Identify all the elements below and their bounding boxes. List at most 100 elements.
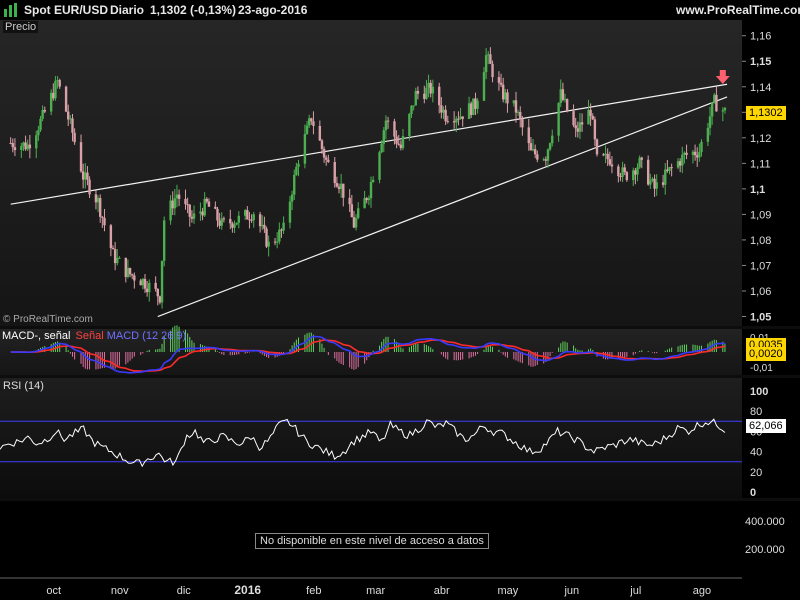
candle-body — [565, 99, 569, 112]
candle-body — [529, 143, 533, 151]
candle-body — [273, 241, 277, 243]
candle-body — [491, 63, 494, 78]
candle-body — [278, 229, 281, 242]
candle-body — [713, 94, 716, 103]
candle-body — [177, 194, 181, 199]
candle-body — [186, 204, 189, 206]
candle-body — [342, 183, 345, 198]
candle-body — [580, 122, 584, 125]
candle-body — [670, 167, 673, 169]
candle-body — [482, 72, 486, 101]
candle-body — [476, 100, 479, 109]
candle-body — [519, 111, 522, 120]
rsi-panel[interactable] — [0, 378, 742, 498]
channel-upper-line[interactable] — [10, 83, 728, 205]
candle-body — [397, 143, 400, 145]
candle-body — [261, 224, 264, 227]
candle-body — [190, 216, 194, 219]
macd-signal-line[interactable] — [10, 339, 726, 373]
chart-header: Spot EUR/USD Diario 1,1302 (-0,13%) 23-a… — [0, 0, 800, 20]
candle-body — [69, 118, 72, 120]
candle-body — [589, 109, 592, 116]
rsi-panel-label: RSI (14) — [3, 380, 44, 392]
panel-divider[interactable] — [0, 498, 800, 501]
rsi-axis-tick: 100 — [750, 386, 768, 398]
rsi-axis-tick: 40 — [750, 447, 762, 459]
panel-divider[interactable] — [0, 375, 800, 378]
price-axis-tick: 1,16 — [750, 31, 771, 43]
candle-body — [621, 167, 624, 177]
candle-body — [175, 194, 179, 199]
time-axis-tick: oct — [46, 585, 61, 597]
candle-body — [497, 77, 501, 83]
candle-body — [267, 241, 270, 247]
candle-body — [173, 198, 177, 209]
candle-body — [632, 170, 635, 181]
price-panel-label: Precio — [3, 21, 39, 33]
candle-body — [591, 115, 594, 120]
panel-divider[interactable] — [0, 326, 800, 329]
candle-body — [595, 139, 599, 155]
candle-body — [685, 152, 688, 155]
candle-body — [133, 275, 136, 281]
candle-body — [86, 172, 89, 180]
candle-body — [154, 282, 157, 289]
candle-body — [337, 186, 341, 189]
candle-body — [327, 159, 330, 162]
candle-body — [350, 204, 354, 218]
candle-body — [84, 172, 87, 180]
candle-body — [710, 102, 714, 117]
time-axis[interactable] — [0, 578, 742, 600]
site-link[interactable]: www.ProRealTime.com — [676, 3, 800, 17]
channel-lower-line[interactable] — [157, 96, 728, 318]
candle-body — [506, 92, 509, 104]
candle-body — [58, 80, 61, 87]
candle-body — [295, 166, 298, 175]
candle-body — [698, 152, 701, 158]
candle-body — [533, 149, 537, 155]
time-axis-tick: dic — [177, 585, 192, 597]
time-axis-tick: 2016 — [234, 583, 261, 597]
time-axis-tick: feb — [306, 585, 321, 597]
candle-body — [305, 125, 309, 134]
candle-body — [578, 122, 582, 132]
candle-body — [395, 136, 398, 144]
rsi-line[interactable] — [0, 418, 726, 468]
candle-body — [608, 159, 612, 165]
rsi-axis-tick: 20 — [750, 467, 762, 479]
candle-body — [41, 109, 44, 119]
candle-body — [26, 144, 29, 150]
candle-body — [280, 229, 283, 231]
candle-body — [214, 206, 217, 209]
time-axis-tick: nov — [111, 585, 129, 597]
candle-body — [427, 82, 430, 88]
candle-body — [339, 183, 343, 189]
candle-body — [721, 110, 725, 112]
candle-body — [22, 142, 25, 146]
time-axis-tick: mar — [366, 585, 385, 597]
candle-body — [467, 103, 471, 120]
candle-body — [101, 216, 104, 218]
candle-body — [414, 90, 417, 106]
time-axis-tick: jun — [563, 585, 579, 597]
candle-body — [446, 121, 449, 123]
candle-body — [676, 161, 680, 168]
candle-body — [683, 152, 686, 155]
candle-body — [640, 157, 643, 160]
candle-body — [148, 282, 151, 293]
candle-body — [156, 288, 159, 297]
candle-body — [401, 136, 405, 149]
candle-body — [13, 147, 17, 151]
candle-body — [470, 103, 473, 115]
signal-legend-label: Señal — [75, 330, 104, 342]
candle-body — [514, 100, 518, 113]
copyright-label: © ProRealTime.com — [3, 314, 93, 325]
macd-line[interactable] — [10, 335, 725, 374]
candle-body — [587, 109, 590, 125]
time-axis-tick: ago — [693, 585, 711, 597]
candle-body — [619, 176, 622, 178]
candle-body — [440, 105, 443, 113]
candle-body — [472, 98, 475, 115]
candle-body — [220, 218, 223, 226]
